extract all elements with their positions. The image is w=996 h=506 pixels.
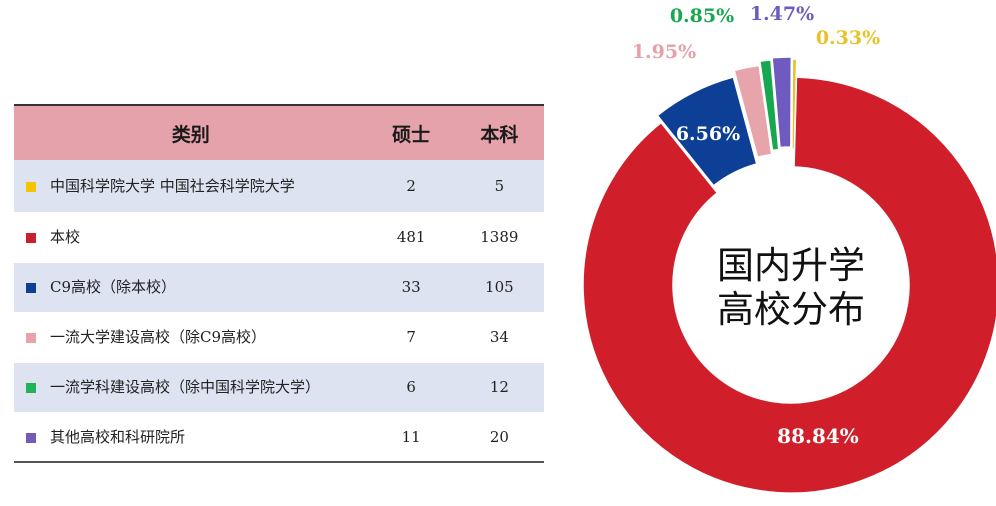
row-master-value: 481 [367, 212, 455, 263]
table-row: 本校 481 1389 [14, 212, 544, 263]
donut-slice [759, 59, 780, 152]
table-row: 其他高校和科研院所 11 20 [14, 412, 544, 463]
donut-slice [733, 64, 773, 159]
row-category-label: C9高校（除本校） [50, 278, 177, 296]
donut-slice [582, 76, 996, 494]
slice-label: 1.95% [632, 41, 696, 63]
row-master-value: 7 [367, 312, 455, 363]
chart-title-line-1: 国内升学 [717, 244, 865, 287]
row-bachelor-value: 34 [454, 312, 544, 363]
donut-chart: 88.84% 6.56% 1.95% 0.85% 1.47%0.33% 国内升学 高校分… [582, 3, 996, 494]
row-category-cell: C9高校（除本校） [14, 262, 368, 313]
row-bachelor-value: 1389 [454, 212, 544, 263]
row-bachelor-value: 12 [454, 362, 544, 413]
donut-slice [771, 56, 793, 149]
table-row: C9高校（除本校） 33 105 [14, 262, 544, 313]
donut-slice [656, 76, 758, 187]
row-master-value: 33 [367, 262, 455, 313]
row-master-value: 6 [367, 362, 455, 413]
legend-square-icon [26, 233, 36, 243]
table-body: 中国科学院大学 中国社会科学院大学 2 5 本校 481 1389 C9高校（除本校） 33 1… [14, 160, 544, 463]
chart-title-line-2: 高校分布 [717, 288, 865, 331]
slice-labels: 88.84% 6.56% 1.95% 0.85% 1.47%0.33% [632, 3, 880, 448]
slice-label: 1.47% [750, 3, 814, 25]
legend-square-icon [26, 181, 36, 192]
donut-slice [791, 58, 798, 150]
row-category-cell: 其他高校和科研院所 [14, 412, 368, 463]
row-master-value: 2 [367, 160, 455, 213]
row-category-label: 其他高校和科研院所 [50, 427, 186, 446]
data-table: 类别 硕士 本科 中国科学院大学 中国社会科学院大学 2 5 本校 481 1389 C9高… [14, 104, 544, 463]
header-bachelor: 本科 [454, 104, 544, 160]
row-category-label: 本校 [50, 228, 81, 246]
table-row: 一流大学建设高校（除C9高校） 7 34 [14, 312, 544, 363]
row-category-label: 一流大学建设高校（除C9高校） [50, 328, 267, 346]
header-category: 类别 [14, 104, 368, 160]
row-category-label: 中国科学院大学 中国社会科学院大学 [50, 176, 295, 195]
slice-label: 0.33% [816, 27, 880, 49]
legend-square-icon [26, 432, 36, 443]
row-category-cell: 中国科学院大学 中国社会科学院大学 [14, 160, 368, 213]
legend-square-icon [26, 333, 36, 343]
table-row: 一流学科建设高校（除中国科学院大学） 6 12 [14, 362, 544, 413]
category-table: 类别 硕士 本科 中国科学院大学 中国社会科学院大学 2 5 本校 481 1389 C9高… [14, 104, 544, 463]
row-bachelor-value: 5 [454, 160, 544, 213]
row-category-cell: 一流大学建设高校（除C9高校） [14, 312, 368, 363]
row-master-value: 11 [367, 412, 455, 463]
table-row: 中国科学院大学 中国社会科学院大学 2 5 [14, 160, 544, 213]
row-category-cell: 一流学科建设高校（除中国科学院大学） [14, 362, 368, 413]
row-bachelor-value: 20 [454, 412, 544, 463]
row-bachelor-value: 105 [454, 262, 544, 313]
row-category-label: 一流学科建设高校（除中国科学院大学） [50, 378, 321, 396]
slice-label: 88.84% [777, 424, 859, 448]
slice-label: 6.56% [676, 123, 740, 145]
legend-square-icon [26, 383, 36, 393]
header-master: 硕士 [367, 104, 455, 160]
row-category-cell: 本校 [14, 212, 368, 263]
donut-slices [582, 56, 996, 494]
slice-label: 0.85% [670, 5, 734, 27]
legend-square-icon [26, 283, 36, 293]
table-header-row: 类别 硕士 本科 [14, 104, 544, 160]
